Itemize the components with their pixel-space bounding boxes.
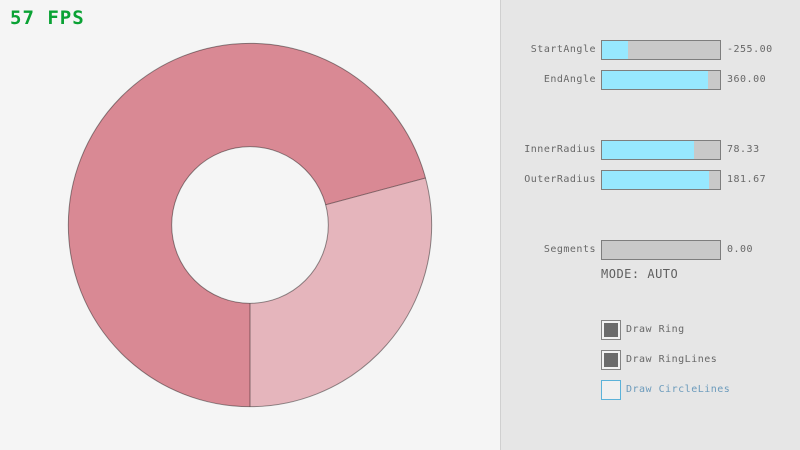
controls-panel: StartAngle -255.00 EndAngle 360.00 Inner… [500,0,800,450]
draw-ringlines-checkbox[interactable] [601,350,621,370]
slider-fill [602,41,628,59]
ring-start-line [325,177,426,206]
ring-canvas [67,42,433,408]
end-angle-label: EndAngle [543,74,596,85]
checkmark [604,353,618,367]
checkmark [604,383,618,397]
draw-circlelines-checkbox-row: Draw CircleLines [501,380,800,400]
draw-circlelines-label: Draw CircleLines [626,384,731,395]
draw-ring-checkbox[interactable] [601,320,621,340]
ring-sector-light [250,177,432,407]
inner-radius-row: InnerRadius 78.33 [501,140,800,160]
checkmark [604,323,618,337]
segments-value: 0.00 [727,244,754,255]
ring-outer-outline [67,42,433,408]
start-angle-row: StartAngle -255.00 [501,40,800,60]
draw-ring-label: Draw Ring [626,324,685,335]
inner-radius-label: InnerRadius [524,144,596,155]
end-angle-value: 360.00 [727,74,767,85]
inner-radius-slider[interactable] [601,140,721,160]
segments-slider[interactable] [601,240,721,260]
inner-radius-value: 78.33 [727,144,760,155]
slider-fill [602,71,709,89]
draw-ring-checkbox-row: Draw Ring [501,320,800,340]
draw-ringlines-label: Draw RingLines [626,354,718,365]
end-angle-slider[interactable] [601,70,721,90]
draw-circlelines-checkbox[interactable] [601,380,621,400]
segments-row: Segments 0.00 [501,240,800,260]
ring-sector-dark [68,43,426,407]
segments-mode-label: MODE: AUTO [601,267,679,281]
segments-label: Segments [543,244,596,255]
fps-counter: 57 FPS [10,7,85,29]
draw-ringlines-checkbox-row: Draw RingLines [501,350,800,370]
end-angle-row: EndAngle 360.00 [501,70,800,90]
slider-fill [602,171,710,189]
outer-radius-row: OuterRadius 181.67 [501,170,800,190]
slider-fill [602,141,695,159]
outer-radius-label: OuterRadius [524,174,596,185]
start-angle-slider[interactable] [601,40,721,60]
start-angle-label: StartAngle [530,44,596,55]
outer-radius-value: 181.67 [727,174,767,185]
ring-lines [67,42,433,408]
start-angle-value: -255.00 [727,44,773,55]
ring-inner-outline [171,146,329,304]
outer-radius-slider[interactable] [601,170,721,190]
